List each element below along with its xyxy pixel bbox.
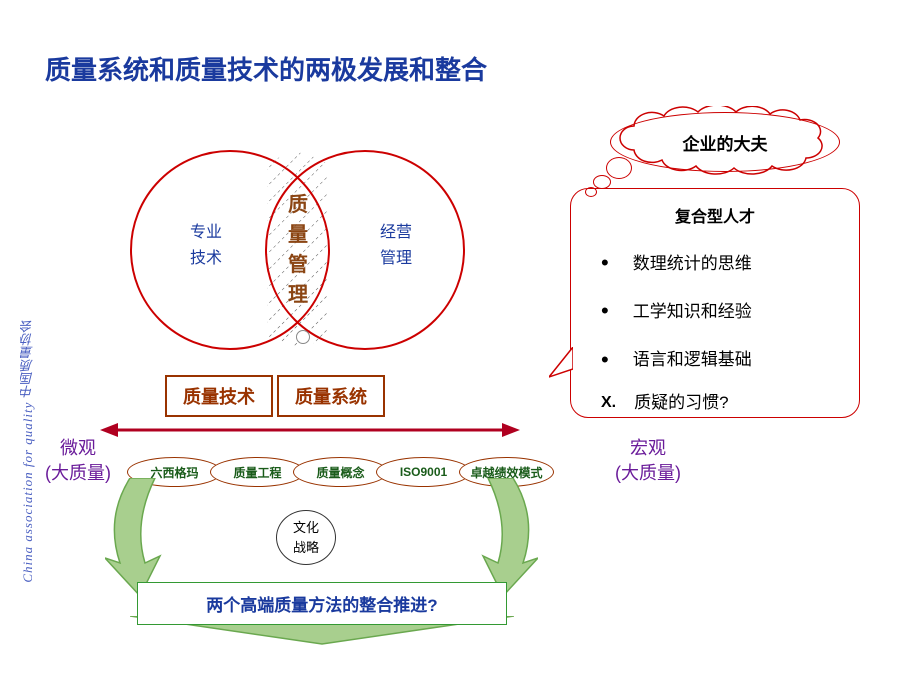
venn-left-label: 专业 技术 bbox=[190, 220, 222, 271]
callout-tail-icon bbox=[549, 347, 573, 387]
macro-line2: (大质量) bbox=[615, 461, 681, 486]
talent-item-0-text: 数理统计的思维 bbox=[633, 245, 752, 282]
bottom-banner: 两个高端质量方法的整合推进? bbox=[137, 582, 507, 625]
thought-cloud-outline bbox=[604, 106, 848, 178]
venn-right-line1: 经营 bbox=[380, 220, 412, 246]
category-boxes: 质量技术 质量系统 bbox=[165, 375, 385, 417]
venn-diagram: 专业 技术 经营 管理 质量管理 bbox=[130, 150, 480, 360]
slide-title: 质量系统和质量技术的两极发展和整合 bbox=[45, 50, 487, 87]
side-en: China association for quality bbox=[20, 402, 35, 583]
culture-line2: 战略 bbox=[293, 538, 319, 558]
talent-item-1: 工学知识和经验 bbox=[601, 287, 849, 335]
ellipse-3: ISO9001 bbox=[376, 457, 471, 487]
talent-item-0: 数理统计的思维 bbox=[601, 239, 849, 287]
venn-right-label: 经营 管理 bbox=[380, 220, 412, 271]
culture-line1: 文化 bbox=[293, 518, 319, 538]
venn-left-line2: 技术 bbox=[190, 246, 222, 272]
talent-list: 数理统计的思维 工学知识和经验 语言和逻辑基础 质疑的习惯? bbox=[581, 239, 849, 422]
venn-center-label: 质量管理 bbox=[283, 190, 313, 310]
talent-item-2: 语言和逻辑基础 bbox=[601, 336, 849, 384]
culture-strategy: 文化 战略 bbox=[276, 510, 336, 565]
macro-label: 宏观 (大质量) bbox=[615, 436, 681, 486]
talent-item-2-text: 语言和逻辑基础 bbox=[633, 341, 752, 378]
talent-item-1-text: 工学知识和经验 bbox=[633, 293, 752, 330]
green-arrow-right bbox=[458, 478, 538, 598]
box-tech: 质量技术 bbox=[165, 375, 273, 417]
box-system: 质量系统 bbox=[277, 375, 385, 417]
talent-callout: 复合型人才 数理统计的思维 工学知识和经验 语言和逻辑基础 质疑的习惯? bbox=[570, 188, 860, 418]
ellipse-2: 质量概念 bbox=[293, 457, 388, 487]
macro-line1: 宏观 bbox=[615, 436, 681, 461]
side-cn: 中国质量协会 bbox=[20, 320, 35, 398]
talent-item-x-text: 质疑的习惯? bbox=[634, 384, 728, 421]
side-org-label: China association for quality 中国质量协会 bbox=[18, 320, 38, 593]
double-arrow bbox=[100, 420, 520, 440]
talent-item-x: 质疑的习惯? bbox=[601, 384, 849, 421]
marker-dot bbox=[296, 330, 310, 344]
talent-title: 复合型人才 bbox=[581, 203, 849, 227]
ellipse-1: 质量工程 bbox=[210, 457, 305, 487]
micro-line2: (大质量) bbox=[45, 461, 111, 486]
micro-label: 微观 (大质量) bbox=[45, 436, 111, 486]
venn-left-line1: 专业 bbox=[190, 220, 222, 246]
venn-right-line2: 管理 bbox=[380, 246, 412, 272]
green-arrow-left bbox=[105, 478, 185, 598]
micro-line1: 微观 bbox=[45, 436, 111, 461]
